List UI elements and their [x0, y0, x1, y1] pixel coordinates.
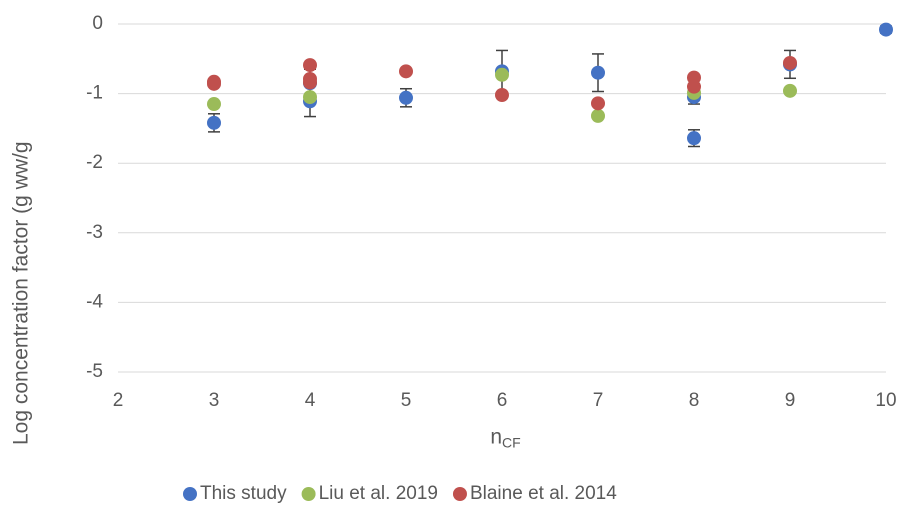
x-tick-label: 8 [689, 390, 700, 411]
point [879, 22, 893, 37]
x-axis-label: n [490, 426, 502, 449]
point [303, 90, 317, 105]
y-tick-label: -1 [86, 83, 103, 104]
legend-marker [183, 487, 197, 501]
x-tick-label: 4 [305, 390, 316, 411]
x-tick-label: 3 [209, 390, 220, 411]
point [495, 67, 509, 82]
legend-label: Blaine et al. 2014 [470, 483, 617, 504]
y-tick-label: -3 [86, 222, 103, 243]
x-axis-label-subscript: CF [502, 435, 521, 451]
point [783, 55, 797, 70]
x-tick-label: 7 [593, 390, 604, 411]
legend-label: Liu et al. 2019 [319, 483, 438, 504]
point [687, 131, 701, 146]
legend-label: This study [200, 483, 287, 504]
y-tick-label: -2 [86, 152, 103, 173]
point [399, 90, 413, 105]
point [495, 87, 509, 102]
x-tick-label: 10 [875, 390, 896, 411]
point [207, 115, 221, 130]
x-tick-label: 5 [401, 390, 412, 411]
y-axis-label: Log concentration factor (g ww/g [10, 142, 33, 446]
y-tick-label: -5 [86, 361, 103, 382]
point [207, 97, 221, 112]
legend-marker [301, 487, 316, 501]
point [783, 83, 797, 98]
point [399, 64, 413, 79]
x-tick-label: 6 [497, 390, 508, 411]
x-tick-label: 2 [113, 390, 124, 411]
point [207, 76, 221, 91]
legend-marker [452, 487, 467, 501]
point [687, 79, 701, 94]
y-tick-label: -4 [86, 291, 103, 312]
point [303, 58, 317, 73]
x-tick-label: 9 [785, 390, 796, 411]
y-tick-label: 0 [92, 13, 103, 34]
point [303, 75, 317, 90]
point [591, 65, 605, 80]
point [591, 96, 605, 111]
point [591, 108, 605, 123]
